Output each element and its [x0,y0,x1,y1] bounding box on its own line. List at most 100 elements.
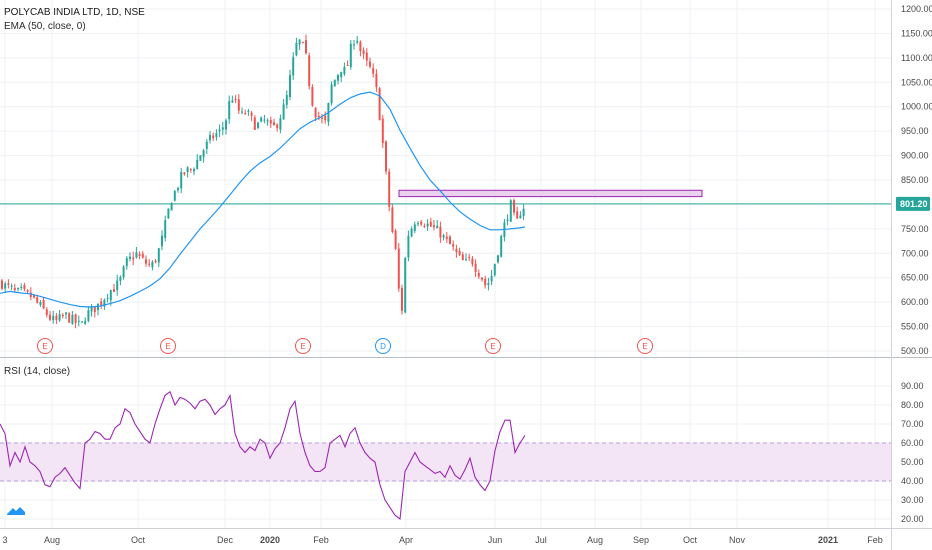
candles-layer[interactable] [1,34,525,329]
time-axis[interactable]: 3 Aug Oct Dec 2020 Feb Apr Jun Jul Aug Sep Oct Nov 20… [2,535,882,545]
candle-body[interactable] [202,150,205,158]
candle-body[interactable] [353,44,355,46]
candle-body[interactable] [196,159,199,170]
candle-body[interactable] [471,258,474,265]
candle-body[interactable] [292,57,295,76]
candle-body[interactable] [420,221,423,225]
candle-body[interactable] [36,297,39,303]
candle-body[interactable] [135,252,138,258]
candle-body[interactable] [237,99,240,111]
candle-body[interactable] [29,292,32,297]
candle-body[interactable] [68,313,71,323]
candle-body[interactable] [375,73,378,87]
ema-legend[interactable]: EMA (50, close, 0) [4,21,86,32]
candle-body[interactable] [359,41,362,52]
candle-body[interactable] [468,257,471,259]
candle-body[interactable] [205,141,208,149]
candle-body[interactable] [273,122,275,126]
candle-body[interactable] [509,200,512,222]
candle-body[interactable] [10,285,13,287]
candle-body[interactable] [301,41,304,43]
candle-body[interactable] [84,320,87,324]
candle-body[interactable] [477,272,480,277]
candle-body[interactable] [42,299,45,309]
candle-body[interactable] [180,171,183,189]
candle-body[interactable] [218,129,221,132]
candle-body[interactable] [145,259,147,264]
candle-body[interactable] [439,226,442,238]
candle-body[interactable] [426,223,429,227]
candle-body[interactable] [77,320,80,322]
candle-body[interactable] [481,277,483,280]
candle-body[interactable] [362,50,365,55]
candle-body[interactable] [506,219,509,221]
dividend-marker[interactable]: D [375,338,391,354]
candle-body[interactable] [109,290,112,301]
candle-body[interactable] [215,133,218,138]
candle-body[interactable] [519,215,522,219]
candle-body[interactable] [170,202,173,211]
candle-body[interactable] [116,280,119,291]
candle-body[interactable] [391,207,394,232]
candle-body[interactable] [260,117,263,122]
candle-body[interactable] [449,236,451,245]
candle-body[interactable] [45,309,48,315]
candle-body[interactable] [452,244,455,247]
candle-body[interactable] [103,299,106,307]
candle-body[interactable] [167,208,170,219]
candle-body[interactable] [244,113,247,115]
candle-body[interactable] [257,122,259,128]
candle-body[interactable] [305,40,307,54]
candle-body[interactable] [61,314,64,317]
candle-body[interactable] [55,315,58,320]
candle-body[interactable] [113,289,115,292]
candle-body[interactable] [234,98,237,100]
earnings-marker[interactable]: E [485,338,501,354]
candle-body[interactable] [81,321,83,323]
candle-body[interactable] [417,223,419,225]
candle-body[interactable] [461,254,464,261]
candle-body[interactable] [455,248,458,252]
candle-body[interactable] [93,306,96,313]
candle-body[interactable] [122,266,125,278]
candle-body[interactable] [129,256,131,259]
price-axis[interactable]: 1200.00 1150.00 1100.00 1050.00 1000.00 950.0… [901,4,932,356]
resistance-zone[interactable] [398,189,703,198]
candle-body[interactable] [333,79,336,87]
candle-body[interactable] [231,100,234,103]
candle-body[interactable] [321,117,323,119]
candle-body[interactable] [343,66,346,75]
earnings-marker[interactable]: E [37,338,53,354]
candle-body[interactable] [385,141,387,172]
candle-body[interactable] [500,236,503,257]
candle-body[interactable] [39,302,42,305]
candle-body[interactable] [458,251,461,255]
candle-body[interactable] [132,257,135,260]
candle-body[interactable] [442,235,445,238]
candle-body[interactable] [324,115,327,121]
candle-body[interactable] [71,314,74,324]
candle-body[interactable] [308,55,311,87]
candle-body[interactable] [314,107,317,118]
candle-body[interactable] [125,258,128,267]
candle-body[interactable] [49,314,51,320]
candle-body[interactable] [276,124,279,129]
candle-body[interactable] [221,127,224,130]
candle-body[interactable] [266,120,269,122]
candle-body[interactable] [484,278,487,286]
rsi-legend[interactable]: RSI (14, close) [4,366,70,377]
candle-body[interactable] [138,254,141,256]
candle-body[interactable] [161,235,163,247]
candle-body[interactable] [148,263,151,265]
candle-body[interactable] [429,221,432,227]
candle-body[interactable] [465,259,467,261]
candle-body[interactable] [378,88,381,121]
candle-body[interactable] [247,110,250,112]
candle-body[interactable] [193,168,195,172]
candle-body[interactable] [487,283,490,285]
candle-body[interactable] [241,111,243,113]
candle-body[interactable] [401,288,403,311]
